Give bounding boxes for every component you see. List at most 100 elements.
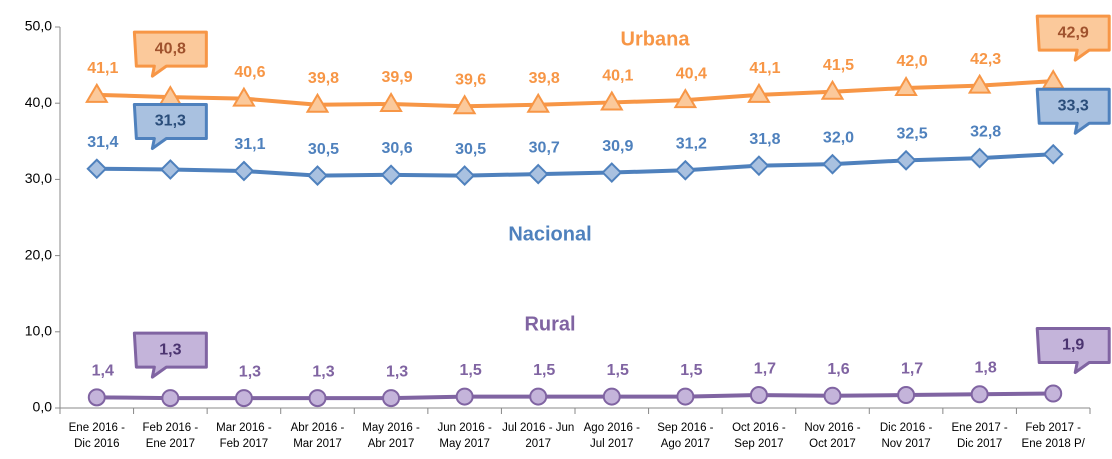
marker bbox=[969, 147, 991, 169]
x-tick-label: Abr 2016 - bbox=[291, 422, 345, 434]
y-tick-label: 40,0 bbox=[25, 94, 52, 110]
data-label: 31,1 bbox=[234, 136, 265, 153]
series-name: Urbana bbox=[621, 28, 691, 50]
data-label: 1,5 bbox=[680, 362, 702, 379]
x-tick-label: Jul 2016 - Jun bbox=[502, 422, 574, 434]
y-tick-label: 50,0 bbox=[25, 18, 52, 34]
data-label: 32,0 bbox=[823, 129, 854, 146]
x-tick-label: May 2017 bbox=[439, 438, 490, 450]
x-tick-label: May 2016 - bbox=[362, 422, 420, 434]
data-label: 39,8 bbox=[529, 70, 560, 87]
x-tick-label: Dic 2016 bbox=[74, 438, 119, 450]
marker bbox=[673, 88, 698, 109]
callout-box bbox=[132, 30, 208, 78]
data-label: 40,6 bbox=[234, 64, 265, 81]
x-tick-label: Sep 2016 - bbox=[657, 422, 713, 434]
data-label: 1,5 bbox=[607, 362, 629, 379]
x-tick-label: Ene 2018 P/ bbox=[1022, 438, 1086, 450]
x-tick-label: 2017 bbox=[525, 438, 551, 450]
data-label: 32,8 bbox=[970, 123, 1001, 140]
data-label: 39,8 bbox=[308, 70, 339, 87]
marker bbox=[895, 149, 917, 171]
marker bbox=[232, 86, 256, 107]
marker bbox=[305, 92, 330, 113]
marker bbox=[894, 75, 918, 96]
marker bbox=[161, 389, 180, 408]
series-name: Nacional bbox=[508, 223, 591, 245]
series-line bbox=[96, 391, 1054, 401]
marker bbox=[820, 79, 845, 100]
marker bbox=[748, 155, 770, 177]
marker bbox=[823, 386, 842, 405]
data-label: 31,2 bbox=[676, 135, 707, 152]
marker bbox=[85, 82, 109, 103]
series-name: Rural bbox=[524, 313, 575, 335]
data-label: 1,3 bbox=[386, 363, 408, 380]
callout-box bbox=[132, 331, 208, 379]
data-label: 1,6 bbox=[827, 361, 849, 378]
marker bbox=[307, 165, 328, 187]
data-label: 40,4 bbox=[676, 65, 707, 82]
data-label: 30,9 bbox=[602, 138, 633, 155]
data-label: 40,8 bbox=[155, 40, 186, 57]
data-label: 30,6 bbox=[382, 140, 413, 157]
marker bbox=[86, 158, 108, 180]
x-tick-label: Mar 2017 bbox=[293, 438, 342, 450]
x-tick-label: Nov 2016 - bbox=[804, 422, 860, 434]
data-label: 1,5 bbox=[460, 362, 482, 379]
marker bbox=[308, 389, 327, 408]
x-tick-label: Jul 2017 bbox=[590, 438, 633, 450]
y-tick-label: 0,0 bbox=[33, 399, 53, 415]
data-label: 33,3 bbox=[1058, 97, 1089, 114]
data-label: 41,5 bbox=[823, 57, 854, 74]
data-label: 1,5 bbox=[533, 362, 555, 379]
data-label: 40,1 bbox=[602, 68, 633, 85]
data-label: 41,1 bbox=[87, 60, 118, 77]
x-tick-label: Dic 2016 - bbox=[880, 422, 933, 434]
x-tick-label: Mar 2016 - bbox=[216, 422, 272, 434]
x-tick-label: Feb 2016 - bbox=[143, 422, 199, 434]
callout-box bbox=[1035, 87, 1111, 135]
data-label: 42,0 bbox=[897, 53, 928, 70]
y-tick-label: 30,0 bbox=[25, 170, 52, 186]
x-tick-label: Feb 2017 - bbox=[1025, 422, 1081, 434]
marker bbox=[454, 165, 476, 187]
data-label: 39,9 bbox=[382, 69, 413, 86]
x-tick-label: Oct 2016 - bbox=[732, 422, 786, 434]
data-label: 1,4 bbox=[92, 363, 114, 380]
data-label: 1,3 bbox=[239, 363, 261, 380]
marker bbox=[452, 94, 477, 115]
marker bbox=[159, 159, 181, 180]
marker bbox=[822, 153, 843, 175]
marker bbox=[526, 92, 550, 113]
marker bbox=[234, 389, 253, 408]
marker bbox=[527, 163, 549, 185]
y-tick-label: 10,0 bbox=[25, 323, 52, 339]
callout-box bbox=[1035, 327, 1111, 375]
marker bbox=[1044, 384, 1063, 403]
x-tick-label: Ago 2016 - bbox=[584, 422, 640, 434]
marker bbox=[1042, 143, 1064, 165]
marker bbox=[676, 387, 695, 406]
marker bbox=[382, 389, 401, 408]
marker bbox=[747, 82, 771, 103]
marker bbox=[674, 159, 696, 181]
x-tick-label: Oct 2017 bbox=[809, 438, 856, 450]
x-tick-label: Ene 2017 - bbox=[952, 422, 1008, 434]
data-label: 1,7 bbox=[901, 360, 923, 377]
data-label: 30,5 bbox=[308, 141, 339, 158]
marker bbox=[87, 388, 106, 407]
marker bbox=[897, 386, 916, 405]
data-label: 31,8 bbox=[749, 131, 780, 148]
x-tick-label: Ene 2016 - bbox=[69, 422, 125, 434]
x-tick-label: Sep 2017 bbox=[734, 438, 783, 450]
data-label: 31,4 bbox=[87, 134, 118, 151]
marker bbox=[529, 387, 548, 406]
data-label: 1,3 bbox=[312, 363, 334, 380]
x-tick-label: Nov 2017 bbox=[881, 438, 930, 450]
data-label: 31,3 bbox=[155, 113, 186, 130]
x-tick-label: Ago 2017 bbox=[661, 438, 710, 450]
marker bbox=[967, 73, 992, 94]
y-tick-label: 20,0 bbox=[25, 246, 52, 262]
